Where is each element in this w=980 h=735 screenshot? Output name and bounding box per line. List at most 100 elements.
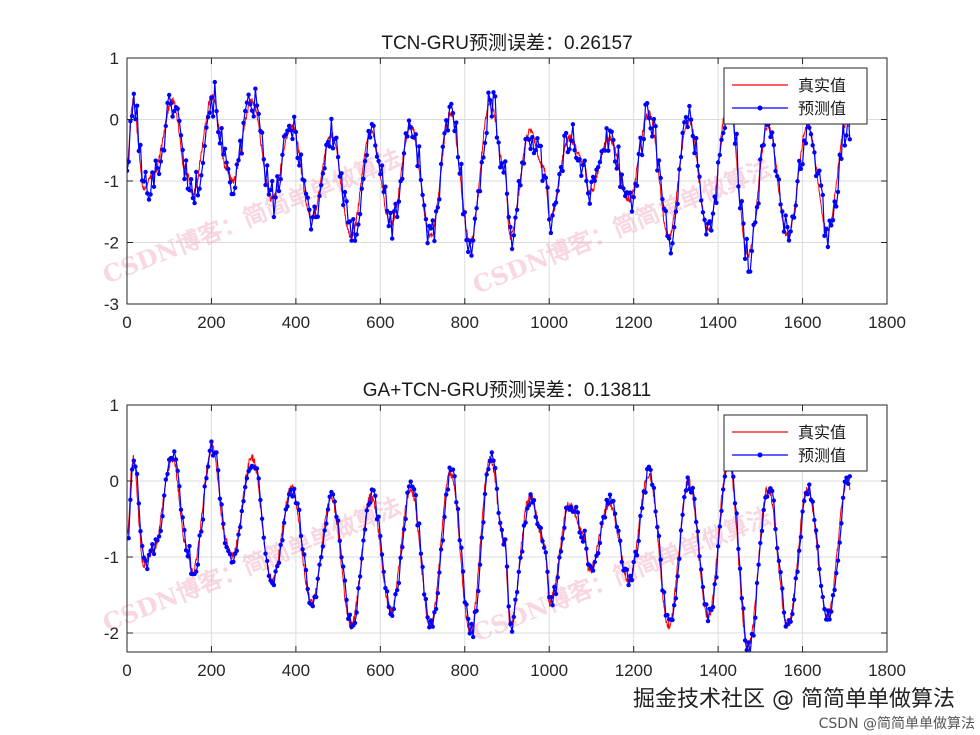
series-point (829, 609, 834, 614)
legend-label: 预测值 (798, 446, 846, 465)
series-point (496, 140, 501, 145)
series-point (251, 114, 256, 119)
series-point (477, 562, 483, 567)
x-tick-label: 400 (282, 661, 310, 680)
series-point (481, 520, 486, 525)
series-point (391, 606, 396, 612)
series-point (185, 554, 190, 559)
series-point (276, 188, 282, 194)
series-point (347, 219, 353, 224)
series-point (754, 205, 760, 210)
series-point (376, 158, 381, 164)
series-point (406, 118, 412, 123)
series-point (680, 512, 685, 517)
series-point (297, 163, 302, 168)
series-point (513, 215, 518, 220)
series-point (783, 213, 788, 218)
series-point (236, 532, 241, 537)
series-layer (127, 439, 852, 652)
series-point (413, 493, 418, 498)
series-point (771, 142, 776, 148)
series-point (643, 490, 648, 495)
series-point (616, 144, 621, 149)
series-point (602, 515, 608, 520)
series-point (596, 551, 601, 556)
series-point (280, 538, 285, 543)
series-point (319, 182, 324, 188)
series-point (751, 633, 756, 638)
series-point (300, 547, 305, 552)
series-point (734, 511, 739, 516)
series-point (682, 494, 687, 500)
series-point (675, 574, 680, 579)
series-point (758, 157, 763, 162)
series-point (466, 249, 471, 255)
series-point (820, 594, 825, 600)
series-point (560, 536, 565, 541)
series-point (263, 551, 268, 556)
series-point (248, 102, 253, 107)
series-point (320, 544, 326, 549)
series-point (273, 195, 278, 200)
series-point (373, 143, 378, 148)
series-point (569, 138, 574, 143)
series-point (503, 537, 508, 542)
series-point (352, 238, 358, 243)
series-point (156, 534, 162, 539)
series-point (653, 124, 658, 129)
series-point (579, 173, 584, 178)
series-point (221, 152, 226, 157)
series-point (678, 528, 684, 533)
legend-label: 真实值 (798, 423, 846, 442)
series-point (812, 517, 817, 523)
series-point (466, 616, 471, 622)
y-tick-label: 0 (110, 111, 119, 130)
series-point (523, 520, 528, 525)
series-point (134, 471, 140, 477)
series-point (820, 192, 825, 198)
series-point (533, 147, 538, 153)
series-point (739, 199, 744, 204)
series-point (739, 596, 744, 601)
series-point (493, 94, 498, 99)
series-point (234, 162, 239, 167)
series-point (150, 170, 155, 175)
series-point (584, 178, 589, 184)
series-point (830, 218, 836, 223)
series-point (265, 558, 270, 564)
series-point (128, 497, 133, 502)
series-point (614, 524, 619, 530)
series-point (425, 240, 430, 246)
series-point (127, 159, 131, 164)
series-point (341, 202, 346, 208)
series-point (748, 269, 753, 274)
series-point (709, 228, 714, 233)
series-point (550, 603, 555, 608)
series-point (258, 497, 263, 503)
x-tick-label: 1800 (868, 313, 906, 332)
series-point (244, 476, 250, 481)
series-point (454, 500, 459, 505)
series-point (197, 533, 202, 538)
series-point (761, 142, 766, 148)
y-tick-label: 1 (110, 49, 119, 68)
series-point (231, 191, 236, 197)
series-point (832, 587, 837, 593)
series-point (553, 200, 559, 205)
series-point (163, 477, 168, 482)
series-point (607, 492, 613, 497)
series-point (310, 215, 315, 220)
series-point (413, 132, 418, 137)
series-point (175, 106, 180, 111)
series-point (384, 208, 390, 214)
series-point (356, 222, 361, 227)
series-point (530, 135, 535, 140)
series-point (722, 474, 728, 479)
series-point (638, 135, 643, 140)
series-point (261, 535, 266, 540)
series-point (558, 549, 564, 554)
series-point (577, 530, 582, 535)
series-point (648, 467, 653, 472)
series-point (781, 229, 787, 234)
